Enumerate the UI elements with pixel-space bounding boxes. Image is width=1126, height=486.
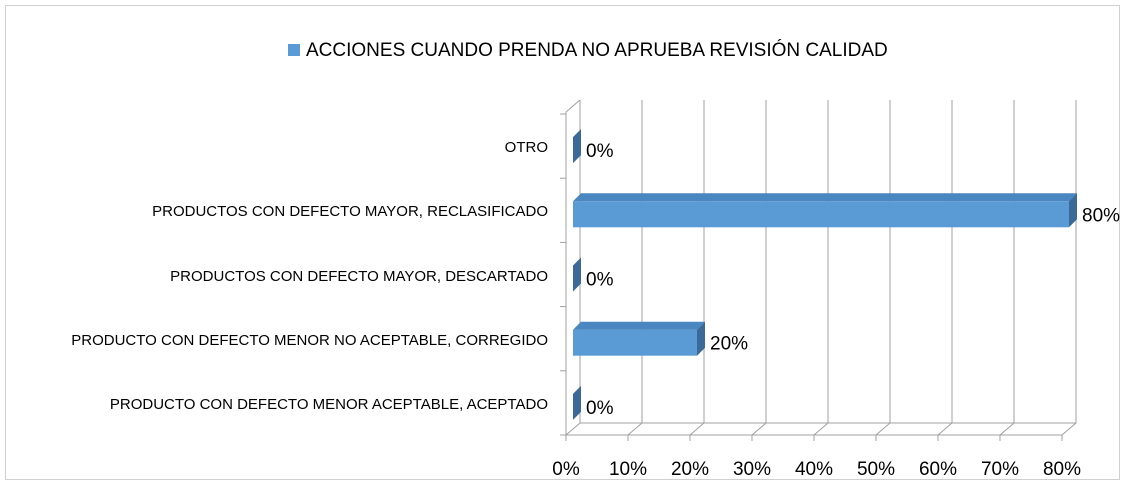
bar: [573, 385, 581, 420]
x-tick-label: 40%: [795, 459, 833, 480]
data-label: 80%: [1082, 205, 1120, 226]
bar-side: [573, 129, 581, 164]
bar-side: [573, 385, 581, 420]
data-label: 0%: [586, 141, 614, 162]
legend-label: ACCIONES CUANDO PRENDA NO APRUEBA REVISI…: [306, 39, 888, 61]
y-tick-label: PRODUCTOS CON DEFECTO MAYOR, DESCARTADO: [170, 267, 548, 285]
x-tick-label: 80%: [1043, 459, 1081, 480]
bar: [573, 321, 705, 356]
y-tick-label: OTRO: [504, 139, 548, 157]
legend-swatch: [288, 44, 300, 56]
bar-side: [697, 321, 705, 356]
bar-side: [573, 257, 581, 292]
x-tick-label: 50%: [857, 459, 895, 480]
bar-top: [573, 193, 1077, 202]
x-tick-label: 20%: [671, 459, 709, 480]
bar: [573, 129, 581, 164]
bar-front: [573, 201, 1069, 228]
x-tick-label: 10%: [609, 459, 647, 480]
y-tick-label: PRODUCTO CON DEFECTO MENOR ACEPTABLE, AC…: [109, 395, 548, 413]
bar-top: [573, 321, 705, 330]
x-tick-label: 60%: [919, 459, 957, 480]
x-tick-label: 0%: [552, 459, 580, 480]
x-tick-label: 30%: [733, 459, 771, 480]
x-tick-label: 70%: [981, 459, 1019, 480]
bar-front: [573, 329, 697, 356]
data-label: 0%: [586, 398, 614, 419]
bar: [573, 257, 581, 292]
bar-side: [1069, 193, 1077, 228]
bar: [573, 193, 1077, 228]
data-label: 20%: [710, 334, 748, 355]
wall-top-edge: [565, 99, 581, 113]
data-label: 0%: [586, 270, 614, 291]
y-tick-label: PRODUCTOS CON DEFECTO MAYOR, RECLASIFICA…: [152, 203, 548, 221]
y-tick-label: PRODUCTO CON DEFECTO MENOR NO ACEPTABLE,…: [71, 331, 548, 349]
